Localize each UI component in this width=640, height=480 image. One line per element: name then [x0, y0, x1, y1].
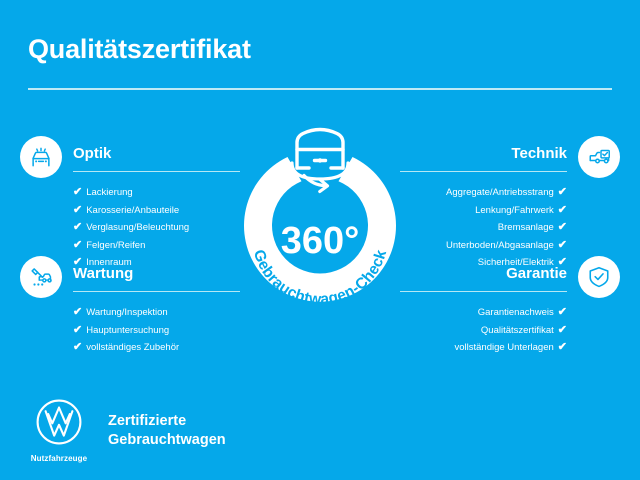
list-item: ✔ Lackierung	[73, 184, 260, 202]
section-header-technik: Technik	[380, 136, 620, 180]
footer-line-1: Zertifizierte	[108, 412, 187, 429]
list-item: ✔ Felgen/Reifen	[73, 237, 260, 255]
list-item-label: Felgen/Reifen	[86, 239, 146, 251]
car-polish-icon	[20, 136, 62, 178]
list-item: Unterboden/Abgasanlage ✔	[380, 237, 567, 255]
check-icon: ✔	[557, 323, 567, 336]
car-service-tools-icon	[20, 256, 62, 298]
list-item: Garantienachweis ✔	[380, 304, 567, 322]
list-item-label: Karosserie/Anbauteile	[86, 204, 180, 216]
title-divider	[28, 88, 612, 90]
check-icon: ✔	[73, 203, 83, 216]
badge-360-gebrauchtwagen-check: 360° Gebrauchtwagen-Check	[226, 108, 414, 306]
list-item-label: vollständige Unterlagen	[454, 342, 554, 353]
list-item-label: Bremsanlage	[497, 222, 554, 233]
check-icon: ✔	[73, 238, 83, 251]
section-list-optik: ✔ Lackierung ✔ Karosserie/Anbauteile ✔ Verg…	[20, 184, 260, 272]
check-icon: ✔	[557, 341, 567, 353]
check-icon: ✔	[73, 186, 83, 198]
section-rule-wartung	[73, 291, 240, 292]
check-icon: ✔	[73, 221, 83, 233]
check-icon: ✔	[557, 306, 567, 318]
list-item: ✔ Wartung/Inspektion	[73, 304, 260, 322]
section-list-technik: Aggregate/Antriebsstrang ✔ Lenkung/Fahrwe…	[380, 184, 620, 272]
section-wartung: Wartung ✔ Wartung/Inspektion ✔ Hauptunters…	[20, 256, 260, 353]
page-title: Qualitätszertifikat	[28, 34, 251, 64]
list-item: ✔ Innenraum	[73, 254, 260, 272]
car-checklist-icon	[578, 136, 620, 178]
list-item: vollständige Unterlagen ✔	[380, 339, 567, 357]
list-item-label: Garantienachweis	[477, 307, 554, 318]
list-item: Lenkung/Fahrwerk ✔	[380, 202, 567, 220]
section-list-wartung: ✔ Wartung/Inspektion ✔ Hauptuntersuchung ✔…	[20, 304, 260, 357]
section-title-optik: Optik	[73, 145, 112, 162]
check-icon: ✔	[557, 221, 567, 233]
section-header-optik: Optik	[20, 136, 260, 180]
list-item-label: Wartung/Inspektion	[86, 307, 168, 318]
section-rule-garantie	[400, 291, 567, 292]
shield-check-icon	[578, 256, 620, 298]
section-title-garantie: Garantie	[506, 265, 567, 282]
check-icon: ✔	[73, 256, 83, 268]
section-technik: Technik Aggregate/Antriebsstrang ✔ Lenkun…	[380, 136, 620, 268]
section-rule-technik	[400, 171, 567, 172]
list-item-label: Lenkung/Fahrwerk	[475, 204, 554, 216]
check-icon: ✔	[73, 341, 83, 353]
check-icon: ✔	[73, 323, 83, 336]
list-item-label: vollständiges Zubehör	[86, 342, 180, 353]
section-rule-optik	[73, 171, 240, 172]
list-item: Qualitätszertifikat ✔	[380, 322, 567, 340]
check-icon: ✔	[557, 203, 567, 216]
list-item-label: Verglasung/Beleuchtung	[86, 222, 190, 233]
footer-line-2: Gebrauchtwagen	[108, 431, 226, 448]
list-item-label: Aggregate/Antriebsstrang	[446, 187, 554, 198]
list-item-label: Unterboden/Abgasanlage	[446, 239, 554, 251]
list-item: ✔ Hauptuntersuchung	[73, 322, 260, 340]
list-item-label: Qualitätszertifikat	[480, 324, 554, 336]
footer: Nutzfahrzeuge Zertifizierte Gebrauchtwag…	[28, 398, 226, 463]
list-item-label: Innenraum	[86, 257, 132, 268]
ring-360	[244, 157, 396, 302]
section-optik: Optik ✔ Lackierung ✔ Karosserie/Anbauteile…	[20, 136, 260, 268]
list-item-label: Hauptuntersuchung	[86, 324, 170, 336]
vw-logo: Nutzfahrzeuge	[28, 398, 90, 463]
list-item: Sicherheit/Elektrik ✔	[380, 254, 567, 272]
check-icon: ✔	[557, 238, 567, 251]
check-icon: ✔	[73, 306, 83, 318]
section-list-garantie: Garantienachweis ✔ Qualitätszertifikat ✔ v…	[380, 304, 620, 357]
section-title-wartung: Wartung	[73, 265, 134, 282]
list-item-label: Lackierung	[86, 187, 133, 198]
list-item: ✔ vollständiges Zubehör	[73, 339, 260, 357]
list-item: Bremsanlage ✔	[380, 219, 567, 237]
list-item: ✔ Verglasung/Beleuchtung	[73, 219, 260, 237]
section-header-wartung: Wartung	[20, 256, 260, 300]
section-garantie: Garantie Garantienachweis ✔ Qualitätszert…	[380, 256, 620, 353]
list-item: ✔ Karosserie/Anbauteile	[73, 202, 260, 220]
section-title-technik: Technik	[511, 145, 567, 162]
check-icon: ✔	[557, 186, 567, 198]
vw-sublabel: Nutzfahrzeuge	[30, 454, 88, 463]
badge-value: 360°	[281, 220, 360, 262]
footer-text: Zertifizierte Gebrauchtwagen	[108, 412, 226, 450]
section-header-garantie: Garantie	[380, 256, 620, 300]
check-icon: ✔	[557, 256, 567, 268]
list-item-label: Sicherheit/Elektrik	[477, 257, 554, 268]
car-rotate-360-icon	[290, 127, 350, 194]
list-item: Aggregate/Antriebsstrang ✔	[380, 184, 567, 202]
